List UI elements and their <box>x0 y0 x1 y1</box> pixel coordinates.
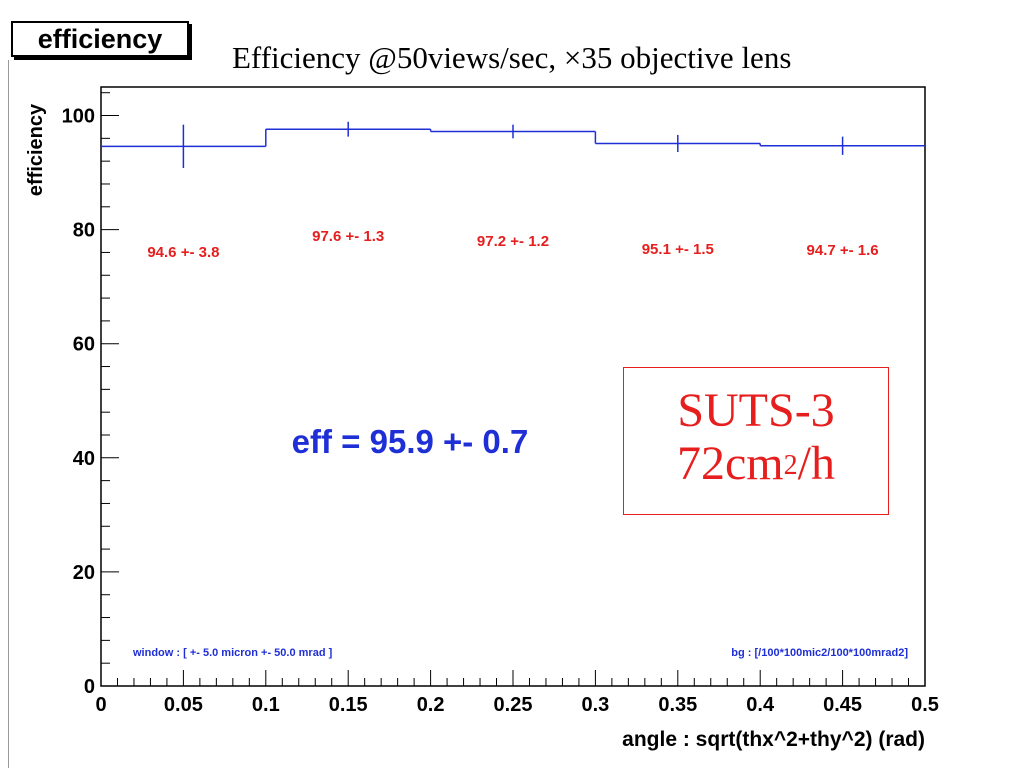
x-tick-label: 0.2 <box>417 694 445 716</box>
suts-annotation-box: SUTS-3 72cm2/h <box>623 367 889 515</box>
bin-value-label: 94.7 +- 1.6 <box>807 242 879 259</box>
y-tick-label: 20 <box>73 562 95 584</box>
bin-value-label: 97.2 +- 1.2 <box>477 233 549 250</box>
y-tick-label: 80 <box>73 220 95 242</box>
efficiency-tag: efficiency <box>11 21 189 57</box>
bin-value-label: 94.6 +- 3.8 <box>147 244 219 261</box>
x-tick-label: 0.15 <box>329 694 368 716</box>
x-tick-label: 0.4 <box>746 694 775 716</box>
x-axis-title: angle : sqrt(thx^2+thy^2) (rad) <box>622 728 925 751</box>
y-tick-label: 100 <box>62 106 95 128</box>
suts-rate-unit: /h <box>797 437 835 490</box>
suts-rate: 72cm2/h <box>624 436 888 492</box>
x-tick-label: 0.25 <box>494 694 533 716</box>
bin-value-label: 97.6 +- 1.3 <box>312 228 384 245</box>
summary-efficiency-label: eff = 95.9 +- 0.7 <box>292 423 529 460</box>
y-axis-title: efficiency <box>25 103 47 196</box>
y-tick-label: 0 <box>84 676 95 698</box>
x-tick-label: 0.3 <box>581 694 609 716</box>
y-tick-label: 40 <box>73 448 95 470</box>
x-tick-label: 0.45 <box>823 694 862 716</box>
x-tick-label: 0.05 <box>164 694 203 716</box>
x-tick-label: 0.1 <box>252 694 280 716</box>
bin-value-label: 95.1 +- 1.5 <box>642 241 714 258</box>
bg-note: bg : [/100*100mic2/100*100mrad2] <box>731 647 908 659</box>
x-tick-label: 0.5 <box>911 694 939 716</box>
x-tick-label: 0 <box>95 694 106 716</box>
suts-name: SUTS-3 <box>677 384 835 437</box>
page-title: Efficiency @50views/sec, ×35 objective l… <box>232 40 792 75</box>
window-note: window : [ +- 5.0 micron +- 50.0 mrad ] <box>132 647 333 659</box>
suts-rate-value: 72cm <box>677 437 784 490</box>
efficiency-tag-label: efficiency <box>37 23 163 54</box>
x-tick-label: 0.35 <box>658 694 697 716</box>
suts-rate-sup: 2 <box>783 450 798 481</box>
left-edge-line <box>8 60 9 768</box>
y-tick-label: 60 <box>73 334 95 356</box>
